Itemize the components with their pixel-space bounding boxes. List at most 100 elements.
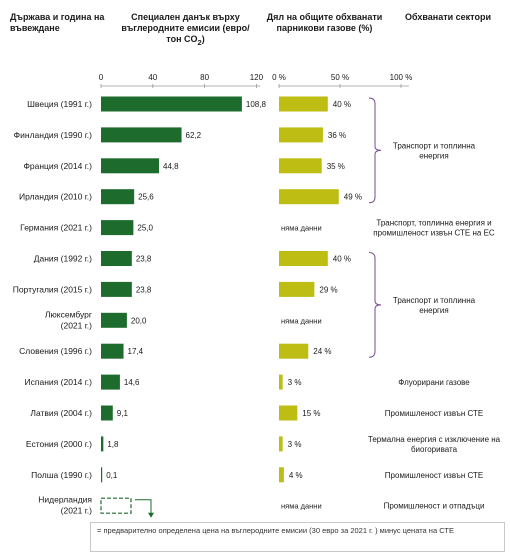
footnote-text: = предварително определена цена на въгле… <box>97 526 454 535</box>
country-label: Естония (2000 г.) <box>26 439 92 449</box>
sector-label: Термална енергия с изключение на <box>368 435 501 444</box>
share-bar <box>279 158 322 174</box>
share-no-data-label: няма данни <box>281 316 322 325</box>
country-label: Латвия (2004 г.) <box>30 408 92 418</box>
tax-bar <box>101 127 182 143</box>
share-value-label: 40 % <box>333 255 351 264</box>
sector-label: Промишленост извън СТЕ <box>385 471 483 480</box>
share-bar <box>279 343 309 359</box>
country-label: Словения (1996 г.) <box>19 346 92 356</box>
tax-placeholder-arrow <box>135 499 152 516</box>
tax-value-label: 1,8 <box>107 440 119 449</box>
share-bar <box>279 405 298 421</box>
share-value-label: 36 % <box>328 131 346 140</box>
country-label-year: (2021 г.) <box>61 506 93 516</box>
sector-bracket <box>368 97 382 204</box>
share-bar <box>279 374 283 390</box>
tax-tick-label: 120 <box>250 73 264 82</box>
tax-tick-label: 40 <box>148 73 157 82</box>
sector-label: енергия <box>419 151 448 160</box>
header-sectors: Обхванати сектори <box>405 12 491 22</box>
tax-bar <box>101 343 124 359</box>
share-tick-label: 0 % <box>272 73 286 82</box>
sector-bracket <box>368 252 382 358</box>
share-bar <box>279 467 284 483</box>
country-label: Дания (1992 г.) <box>34 254 92 264</box>
tax-bar <box>101 467 103 483</box>
country-label: Португалия (2015 г.) <box>13 284 92 294</box>
country-label: Люксембург <box>45 309 92 319</box>
tax-tick-label: 0 <box>99 73 104 82</box>
tax-value-label: 25,6 <box>138 193 154 202</box>
tax-bar <box>101 405 113 421</box>
sector-label: Промишленост и отпадъци <box>384 502 485 511</box>
tax-value-label: 25,0 <box>137 224 153 233</box>
country-label: Испания (2014 г.) <box>25 377 93 387</box>
tax-bar <box>101 374 120 390</box>
tax-bar-placeholder <box>100 497 132 514</box>
country-label: Ирландия (2010 г.) <box>19 192 92 202</box>
tax-bar <box>101 220 134 236</box>
share-value-label: 3 % <box>288 440 302 449</box>
tax-value-label: 9,1 <box>117 409 129 418</box>
tax-value-label: 17,4 <box>128 347 144 356</box>
tax-bar <box>101 312 127 328</box>
sector-label: Флуорирани газове <box>398 378 470 387</box>
tax-bar <box>101 189 135 205</box>
tax-value-label: 108,8 <box>246 100 267 109</box>
share-bar <box>279 96 328 112</box>
country-label: Финландия (1990 г.) <box>14 130 92 140</box>
share-bar <box>279 127 323 143</box>
country-label: Германия (2021 г.) <box>20 223 92 233</box>
tax-value-label: 0,1 <box>106 471 118 480</box>
chart-canvas: 0 40 80 120 0 % 50 % 100 % Швеция (1991 г.) 108,… <box>13 73 501 518</box>
footnote: = предварително определена цена на въгле… <box>90 522 505 552</box>
header-country: Държава и година на въвеждане <box>10 12 105 33</box>
share-bar <box>279 251 328 266</box>
tax-bar <box>101 281 132 297</box>
header-share: Дял на общите обхванати парникови газове… <box>266 12 383 33</box>
share-value-label: 4 % <box>289 471 303 480</box>
sector-label: Промишленост извън СТЕ <box>385 409 483 418</box>
share-bar <box>279 281 315 297</box>
tax-value-label: 44,8 <box>163 162 179 171</box>
share-tick-label: 100 % <box>390 73 413 82</box>
tax-value-label: 23,8 <box>136 255 152 264</box>
country-label: Франция (2014 г.) <box>23 161 92 171</box>
tax-bar <box>101 158 160 174</box>
sector-label: промишленост извън СТЕ на ЕС <box>373 229 495 238</box>
header-tax-subscript: 2 <box>197 37 202 47</box>
country-label: Нидерландия <box>38 495 92 505</box>
share-no-data-label: няма данни <box>281 502 322 511</box>
tax-tick-label: 80 <box>200 73 209 82</box>
tax-value-label: 20,0 <box>131 316 147 325</box>
share-no-data-label: няма данни <box>281 224 322 233</box>
tax-value-label: 62,2 <box>186 131 202 140</box>
sector-label: Транспорт и топлинна <box>393 296 476 305</box>
country-label: Швеция (1991 г.) <box>27 99 92 109</box>
share-value-label: 35 % <box>327 162 345 171</box>
tax-bar <box>101 436 104 452</box>
header-tax: Специален данък върху въглеродните емиси… <box>118 12 253 48</box>
sector-label: енергия <box>419 306 448 315</box>
share-bar <box>279 189 339 205</box>
share-value-label: 29 % <box>319 285 337 294</box>
share-value-label: 24 % <box>313 347 331 356</box>
share-tick-label: 50 % <box>331 73 349 82</box>
header-tax-text: Специален данък върху въглеродните емиси… <box>121 12 250 44</box>
tax-value-label: 23,8 <box>136 285 152 294</box>
tax-placeholder-arrowhead <box>148 512 154 518</box>
share-value-label: 49 % <box>344 193 362 202</box>
share-value-label: 3 % <box>288 378 302 387</box>
country-label-year: (2021 г.) <box>61 320 93 330</box>
sector-label: биогоривата <box>411 445 458 454</box>
sector-label: Транспорт, топлинна енергия и <box>376 219 491 228</box>
share-value-label: 15 % <box>302 409 320 418</box>
country-label: Полша (1990 г.) <box>31 470 92 480</box>
share-value-label: 40 % <box>333 100 351 109</box>
tax-bar <box>101 251 132 266</box>
sector-label: Транспорт и топлинна <box>393 141 476 150</box>
tax-bar <box>101 96 242 112</box>
header-tax-end: ) <box>201 34 205 44</box>
share-bar <box>279 436 283 452</box>
